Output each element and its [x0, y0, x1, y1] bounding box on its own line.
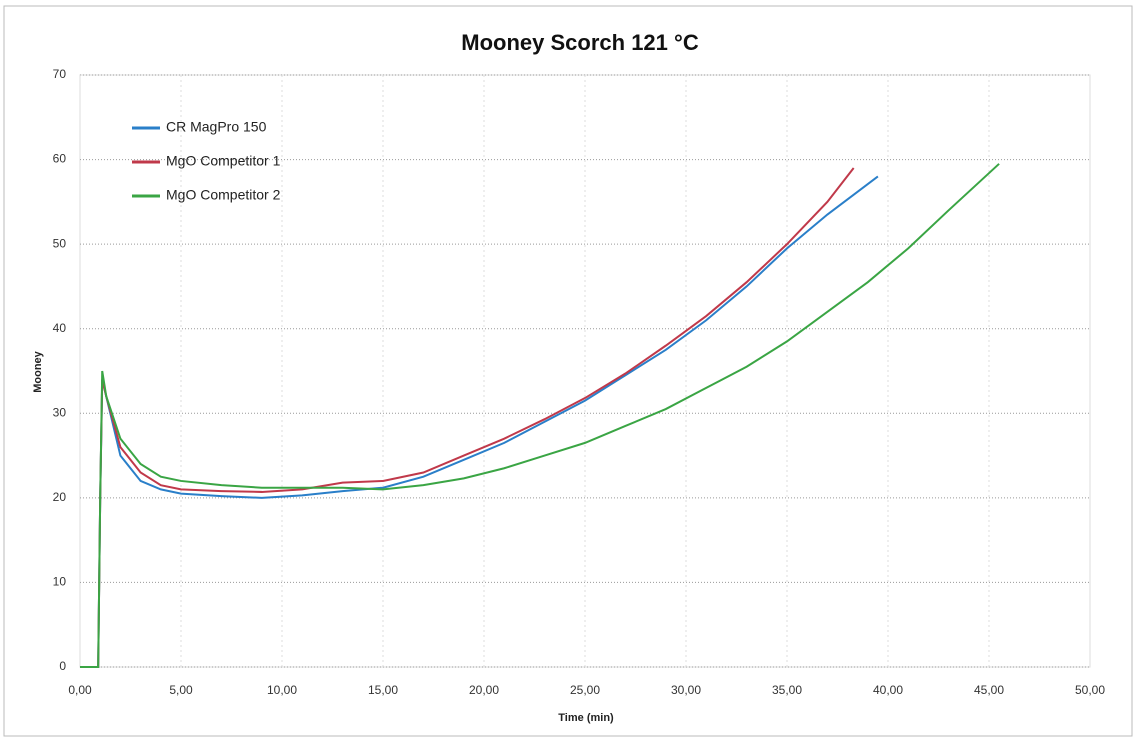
- x-tick-label: 20,00: [469, 683, 499, 697]
- y-tick-label: 0: [59, 659, 66, 673]
- x-tick-label: 5,00: [169, 683, 193, 697]
- x-axis-label: Time (min): [558, 712, 614, 724]
- data-line: [80, 167, 855, 668]
- x-tick-label: 45,00: [974, 683, 1004, 697]
- y-tick-label: 60: [53, 152, 67, 166]
- y-axis-label: Mooney: [32, 350, 44, 392]
- y-tick-label: 30: [53, 405, 67, 419]
- y-tick-label: 50: [53, 236, 67, 250]
- chart-frame: [3, 5, 1133, 737]
- chart-title: Mooney Scorch 121 °C: [461, 30, 699, 55]
- y-tick-label: 10: [53, 575, 67, 589]
- x-tick-label: 35,00: [772, 683, 802, 697]
- x-tick-label: 10,00: [267, 683, 297, 697]
- data-line: [80, 175, 879, 668]
- y-tick-label: 40: [53, 321, 67, 335]
- x-tick-label: 25,00: [570, 683, 600, 697]
- x-tick-label: 50,00: [1075, 683, 1105, 697]
- x-tick-label: 0,00: [68, 683, 92, 697]
- data-line: [80, 163, 1000, 668]
- x-tick-label: 15,00: [368, 683, 398, 697]
- x-tick-label: 30,00: [671, 683, 701, 697]
- y-tick-label: 70: [53, 67, 67, 81]
- legend-label: CR MagPro 150: [166, 119, 267, 135]
- legend-label: MgO Competitor 1: [166, 153, 281, 169]
- legend-label: MgO Competitor 2: [166, 187, 281, 203]
- x-tick-label: 40,00: [873, 683, 903, 697]
- y-tick-label: 20: [53, 490, 67, 504]
